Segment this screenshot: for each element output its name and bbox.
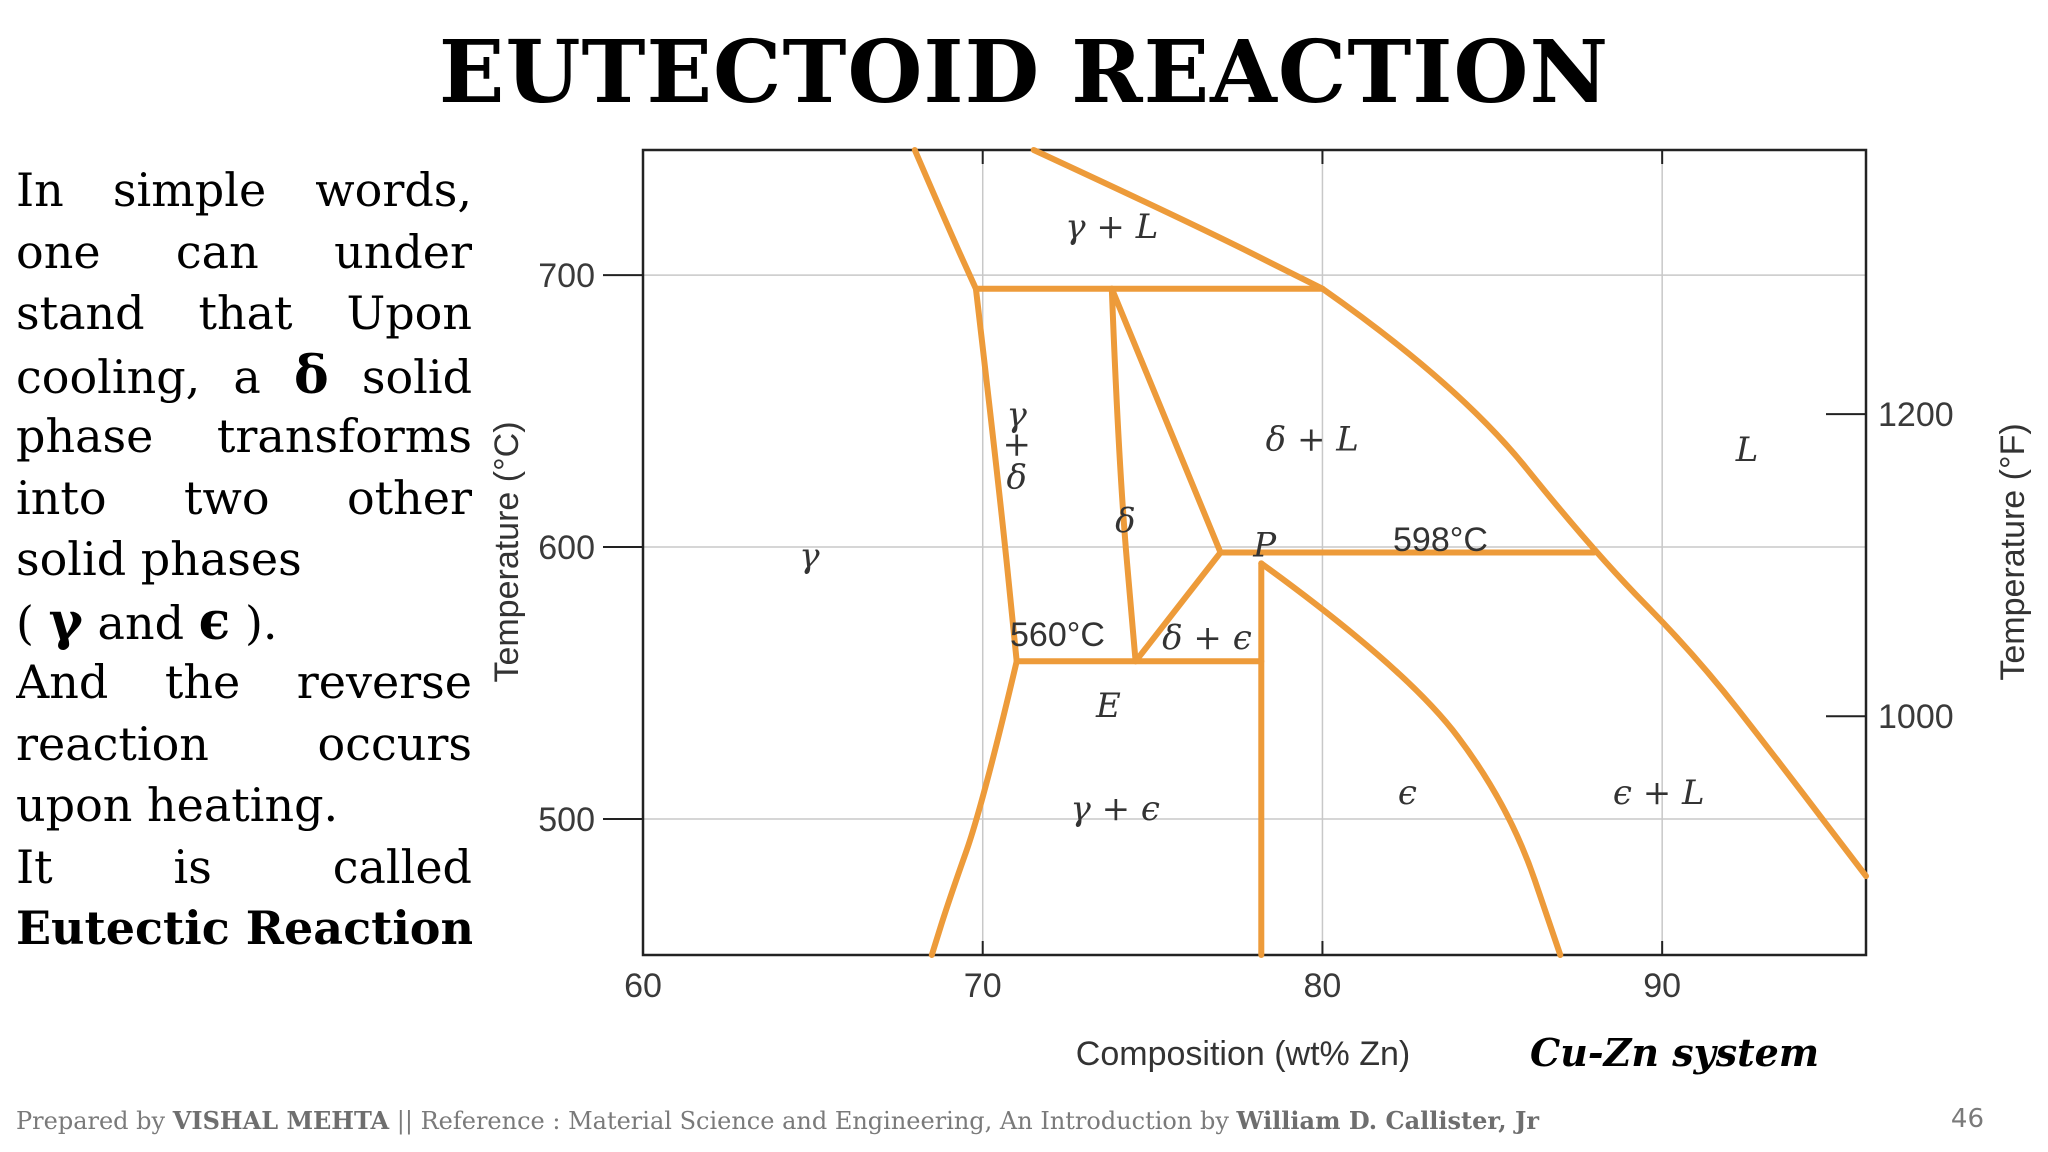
phase-boundary-delta-left bbox=[1108, 285, 1139, 665]
text-line: upon heating. bbox=[16, 778, 339, 832]
text-line-bold: Eutectic Reaction bbox=[16, 901, 472, 955]
phase-boundary-gamma-left-upper bbox=[911, 147, 979, 292]
phase-label: ϵ bbox=[1398, 773, 1417, 813]
slide-title: EUTECTOID REACTION bbox=[438, 22, 1610, 123]
phase-label: L bbox=[1735, 430, 1759, 470]
peritectic-temperature-label: 598°C bbox=[1393, 521, 1488, 559]
phase-label: + bbox=[1002, 425, 1031, 465]
text-line: stand that Upon bbox=[16, 286, 472, 340]
phase-label: δ bbox=[1115, 501, 1135, 541]
text-line: into two other bbox=[16, 470, 472, 525]
y-tick-label: 700 bbox=[538, 257, 595, 295]
y2-axis-label: Temperature (°F) bbox=[1994, 423, 2032, 680]
phase-boundary-liquidus-lower bbox=[1319, 285, 1869, 880]
text-line: In simple words, bbox=[16, 163, 472, 217]
phase-label: δ + L bbox=[1266, 419, 1359, 459]
phase-label: ϵ + L bbox=[1613, 773, 1705, 813]
body-text: In simple words, one can under stand tha… bbox=[16, 160, 472, 960]
footer-ref-author: William D. Callister, Jr bbox=[1236, 1106, 1539, 1135]
phase-boundary-epsilon-right bbox=[1258, 560, 1564, 958]
page-number: 46 bbox=[1950, 1104, 1984, 1134]
phase-boundary-delta-right bbox=[1108, 285, 1224, 556]
y-tick-label: 500 bbox=[538, 801, 595, 839]
text-line: cooling, a δ solid bbox=[16, 345, 472, 407]
phase-label: E bbox=[1095, 686, 1121, 726]
tick-layer: 60 70 80 90 500 600 700 1000 1200 bbox=[538, 150, 1954, 1005]
phase-label: γ + ϵ bbox=[1070, 789, 1159, 829]
phase-boundaries bbox=[911, 147, 1869, 958]
phase-label: γ bbox=[1007, 395, 1028, 435]
phase-label: γ bbox=[799, 536, 820, 576]
y-tick-label: 600 bbox=[538, 529, 595, 567]
text-fragment: ). bbox=[244, 595, 278, 650]
text-line: And the reverse bbox=[16, 655, 472, 709]
gamma-symbol: γ bbox=[48, 590, 83, 652]
phase-label: δ + ϵ bbox=[1162, 618, 1252, 658]
x-axis-label: Composition (wt% Zn) bbox=[1076, 1035, 1410, 1073]
x-tick-label: 80 bbox=[1304, 967, 1342, 1005]
text-line: It is called bbox=[16, 839, 472, 894]
text-line: ( γ and є ). bbox=[16, 591, 472, 653]
text-line: one can under bbox=[16, 224, 472, 279]
phase-boundary-delta-eps-solvus bbox=[1132, 549, 1224, 665]
text-fragment: cooling, a bbox=[16, 349, 261, 404]
x-tick-label: 90 bbox=[1643, 967, 1681, 1005]
y-axis-label: Temperature (°C) bbox=[488, 421, 526, 682]
eutectoid-temperature-label: 560°C bbox=[1010, 616, 1105, 654]
phase-labels: γ + Lγ+δδδ + L Lγδ + ϵϵ ϵ + Lγ + ϵEP bbox=[799, 207, 1758, 829]
delta-symbol: δ bbox=[294, 344, 329, 406]
footer-prefix: Prepared by bbox=[16, 1107, 166, 1135]
x-tick-label: 70 bbox=[964, 967, 1002, 1005]
x-tick-label: 60 bbox=[624, 967, 662, 1005]
footer-reference: || Reference : Material Science and Engi… bbox=[396, 1107, 1229, 1135]
plot-frame bbox=[641, 148, 1868, 957]
footer-author: VISHAL MEHTA bbox=[172, 1106, 390, 1135]
epsilon-symbol: є bbox=[198, 590, 231, 652]
phase-boundary-gamma-left-middle bbox=[972, 285, 1020, 665]
diagram-caption: Cu-Zn system bbox=[1530, 1030, 1820, 1075]
phase-boundary-gamma-left-lower bbox=[928, 658, 1020, 958]
phase-boundary-liquidus-upper bbox=[1030, 147, 1326, 292]
text-line: reaction occurs bbox=[16, 716, 472, 771]
phase-label: γ + L bbox=[1065, 207, 1158, 247]
phase-label: P bbox=[1252, 525, 1277, 565]
text-fragment: solid bbox=[361, 349, 472, 404]
text-line: phase transforms bbox=[16, 409, 472, 463]
y2-tick-label: 1000 bbox=[1878, 698, 1954, 736]
phase-label: δ bbox=[1006, 457, 1026, 497]
footer: Prepared by VISHAL MEHTA || Reference : … bbox=[16, 1106, 1816, 1135]
text-line: solid phases bbox=[16, 532, 302, 586]
y2-tick-label: 1200 bbox=[1878, 396, 1954, 434]
text-fragment: ( bbox=[16, 595, 34, 650]
text-fragment: and bbox=[97, 595, 185, 650]
